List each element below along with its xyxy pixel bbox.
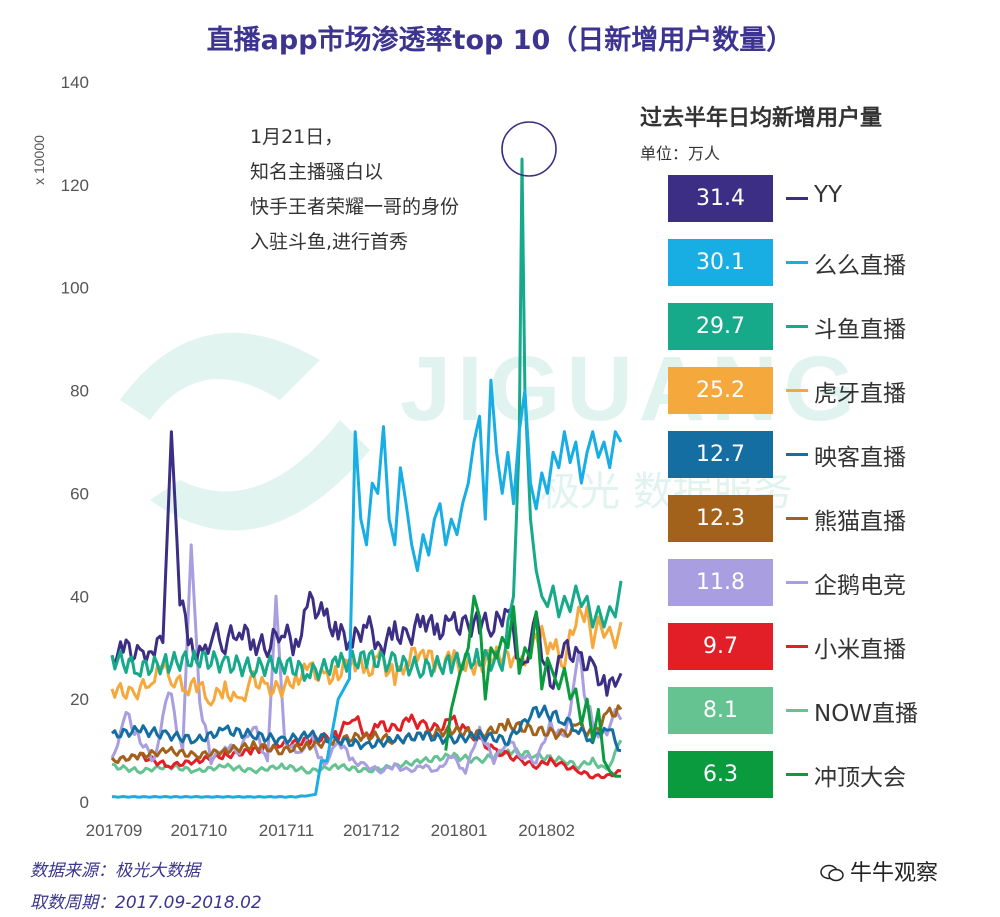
legend-value: 8.1 <box>668 687 773 734</box>
legend-swatch <box>786 645 808 648</box>
legend-swatch <box>786 709 808 712</box>
legend-swatch <box>786 389 808 392</box>
annotation-line: 快手王者荣耀一哥的身份 <box>250 196 459 218</box>
series-line <box>110 157 623 682</box>
legend-label: 企鹅电竞 <box>814 573 906 599</box>
legend-unit: 单位：万人 <box>640 144 721 163</box>
series-line <box>444 594 621 778</box>
x-tick-label: 201709 <box>86 821 143 840</box>
series-line <box>110 543 623 775</box>
legend-item: 9.7 小米直播 <box>668 623 988 670</box>
y-tick-label: 0 <box>80 793 89 812</box>
legend-value: 25.2 <box>668 367 773 414</box>
annotation: 1月21日， 知名主播骚白以 快手王者荣耀一哥的身份 入驻斗鱼,进行首秀 <box>250 121 557 253</box>
legend-swatch <box>786 773 808 776</box>
legend-value: 12.3 <box>668 495 773 542</box>
legend-label: YY <box>814 182 843 208</box>
legend-value: 6.3 <box>668 751 773 798</box>
legend-value: 29.7 <box>668 303 773 350</box>
chart-title: 直播app市场渗透率top 10（日新增用户数量） <box>206 25 794 56</box>
series-line <box>111 739 623 775</box>
legend-item: 29.7 斗鱼直播 <box>668 303 988 350</box>
legend-item: 25.2 虎牙直播 <box>668 367 988 414</box>
x-tick-label: 201711 <box>259 821 314 840</box>
y-tick-label: 20 <box>70 690 89 709</box>
wechat-icon <box>820 864 844 882</box>
legend-value: 11.8 <box>668 559 773 606</box>
legend-item: 30.1 么么直播 <box>668 239 988 286</box>
legend-label: NOW直播 <box>814 701 919 727</box>
legend-swatch <box>786 581 808 584</box>
legend-label: 么么直播 <box>814 253 906 279</box>
annotation-line: 知名主播骚白以 <box>250 161 383 183</box>
legend-item: 6.3 冲顶大会 <box>668 751 988 798</box>
legend-label: 映客直播 <box>814 445 906 471</box>
brand-name: 牛牛观察 <box>850 861 939 886</box>
legend-item: 12.3 熊猫直播 <box>668 495 988 542</box>
legend-item: 12.7 映客直播 <box>668 431 988 478</box>
series-line <box>110 704 623 764</box>
legend-value: 31.4 <box>668 175 773 222</box>
legend-value: 9.7 <box>668 623 773 670</box>
x-tick-label: 201801 <box>431 821 488 840</box>
y-tick-label: 100 <box>61 279 89 298</box>
annotation-line: 入驻斗鱼,进行首秀 <box>250 231 408 253</box>
legend-swatch <box>786 453 808 456</box>
axes: 0 20 40 60 80 100 120 140 x 10000 201709 201710 201… <box>31 73 575 840</box>
brand: 牛牛观察 <box>820 855 938 887</box>
legend-label: 小米直播 <box>814 637 906 663</box>
watermark-logo-icon <box>120 332 370 531</box>
y-tick-label: 60 <box>70 484 89 503</box>
series-layer <box>110 157 623 799</box>
legend-label: 冲顶大会 <box>814 765 906 791</box>
legend-item: 11.8 企鹅电竞 <box>668 559 988 606</box>
legend-item: 8.1 NOW直播 <box>668 687 988 734</box>
series-line <box>111 378 623 799</box>
y-tick-label: 140 <box>61 73 89 92</box>
peak-highlight-circle <box>501 121 557 177</box>
legend-swatch <box>786 261 808 264</box>
legend-label: 虎牙直播 <box>814 381 906 407</box>
legend-swatch <box>786 325 808 328</box>
x-tick-label: 201712 <box>343 821 400 840</box>
legend-label: 斗鱼直播 <box>814 317 906 343</box>
legend-label: 熊猫直播 <box>814 509 906 535</box>
x-tick-label: 201710 <box>170 821 227 840</box>
watermark: JIGUANG 极光 数据服务 <box>120 332 861 531</box>
series-line <box>111 704 622 753</box>
y-tick-label: 40 <box>70 587 89 606</box>
annotation-line: 1月21日， <box>250 126 343 148</box>
data-source: 数据来源：极光大数据 <box>30 861 200 881</box>
legend-value: 30.1 <box>668 239 773 286</box>
watermark-latin: JIGUANG <box>400 338 861 440</box>
y-tick-label: 80 <box>70 382 89 401</box>
y-tick-label: 120 <box>61 176 89 195</box>
y-axis-label: x 10000 <box>31 135 47 185</box>
legend-title: 过去半年日均新增用户量 <box>640 106 883 131</box>
legend-swatch <box>786 517 808 520</box>
x-tick-label: 201802 <box>518 821 575 840</box>
legend-value: 12.7 <box>668 431 773 478</box>
data-period: 取数周期：2017.09-2018.02 <box>30 893 262 913</box>
legend-item: 31.4 YY <box>668 175 988 222</box>
legend-swatch <box>786 197 808 200</box>
